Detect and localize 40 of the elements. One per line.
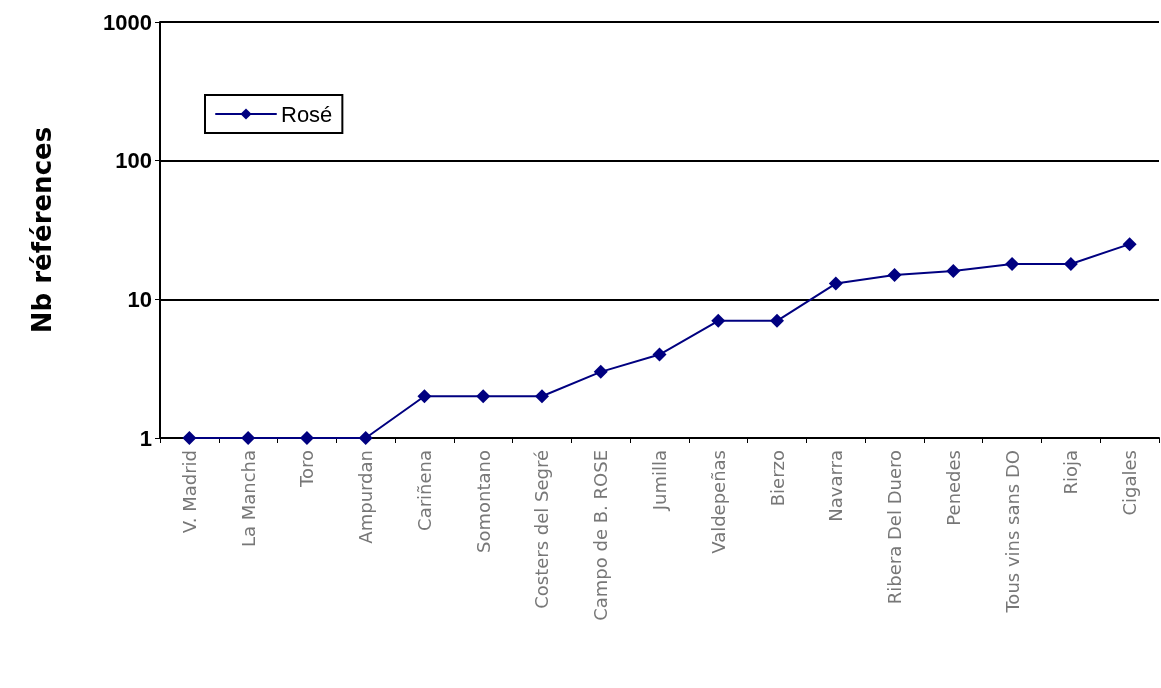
y-tick-label: 1 (139, 425, 152, 451)
point (828, 276, 843, 291)
point (358, 431, 373, 445)
x-tick-label: Rioja (1060, 450, 1082, 495)
point (241, 431, 256, 445)
x-tick-label: Navarra (825, 450, 847, 522)
x-tick-label: La Mancha (237, 450, 259, 548)
point (299, 431, 314, 445)
x-tick-label: Cariñena (413, 450, 435, 531)
x-tick-label: Somontano (472, 450, 494, 553)
point (1122, 237, 1137, 252)
point (182, 431, 197, 445)
x-tick-label: Campo de B. ROSE (590, 450, 612, 621)
x-tick-label: Costers del Segré (531, 450, 553, 609)
x-tick-label: Tous vins sans DO (1001, 450, 1023, 614)
x-tick-label: Ampurdan (355, 450, 377, 544)
point (887, 267, 902, 282)
x-tick-label: Ribera Del Duero (884, 450, 906, 605)
x-tick-label: Jumilla (649, 450, 670, 512)
point (534, 389, 549, 404)
y-tick-label: 10 (127, 286, 152, 312)
legend-label: Rosé (281, 101, 333, 127)
x-tick-label: Valdepeñas (707, 450, 729, 554)
point (593, 364, 608, 379)
point (770, 313, 785, 328)
y-axis-title: Nb références (27, 126, 57, 334)
point (417, 389, 432, 404)
y-tick-label: 1000 (103, 9, 152, 35)
point (652, 347, 667, 362)
point (1005, 256, 1020, 271)
x-tick-label: Penedes (942, 450, 964, 526)
point (1063, 256, 1078, 271)
x-tick-label: Toro (296, 450, 318, 488)
point (946, 264, 961, 279)
point (711, 313, 726, 328)
x-tick-label: Cigales (1119, 450, 1141, 516)
x-tick-label: Bierzo (766, 450, 788, 507)
y-tick-label: 100 (115, 148, 152, 174)
point (476, 389, 491, 404)
x-tick-label: V. Madrid (178, 450, 200, 534)
